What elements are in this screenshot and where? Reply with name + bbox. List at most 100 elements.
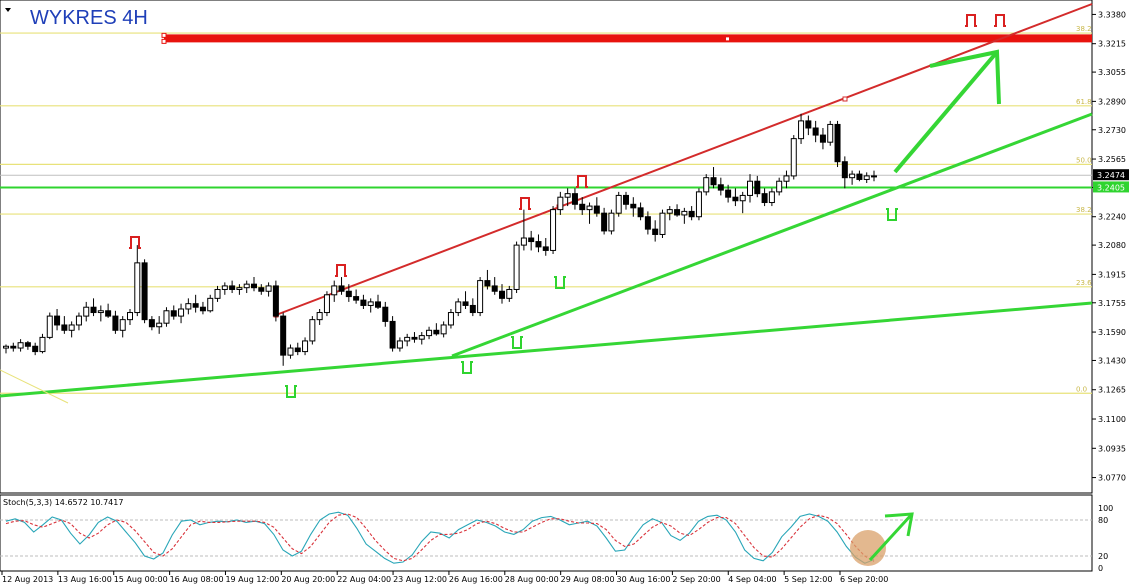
fractal-up-marker	[576, 175, 588, 188]
candle-bearish	[834, 123, 841, 163]
candle-bullish	[681, 210, 688, 216]
candle-bearish	[484, 280, 491, 287]
price-axis: 3.3380 3.3215 3.3055 3.2890 3.2730 3.2565 3.24…	[1092, 10, 1126, 483]
price-axis-label: 3.1755	[1098, 299, 1126, 308]
time-axis-label: 22 Aug 04:00	[337, 575, 391, 584]
collapse-arrow-icon[interactable]	[5, 8, 11, 12]
price-axis-label: 3.1590	[1098, 328, 1126, 337]
candle-bullish	[396, 340, 403, 349]
candle-bearish	[637, 207, 644, 218]
price-axis-label: 3.3055	[1098, 68, 1126, 77]
candle-bearish	[688, 210, 695, 218]
candle-bullish	[827, 123, 834, 143]
candle-bearish	[812, 127, 819, 136]
candle-bullish	[367, 301, 374, 306]
candle-bearish	[754, 180, 761, 195]
price-axis-label: 3.1265	[1098, 386, 1126, 395]
price-axis-label: 3.2080	[1098, 241, 1126, 250]
time-axis-label: 4 Sep 04:00	[728, 575, 776, 584]
candle-bearish	[856, 173, 863, 180]
candle-bullish	[798, 120, 805, 140]
candle-bearish	[353, 296, 360, 301]
candle-bearish	[623, 194, 629, 205]
candle-bullish	[447, 312, 454, 326]
short-support-trendline	[451, 112, 1093, 358]
candle-bullish	[404, 336, 411, 342]
support-price-tag-text: 3.2405	[1097, 183, 1125, 192]
candle-bullish	[703, 177, 710, 193]
candle-bullish	[747, 180, 753, 196]
price-axis-label: 3.1430	[1098, 356, 1126, 365]
candle-bearish	[674, 209, 681, 216]
candle-bullish	[849, 173, 856, 179]
time-axis-label: 5 Sep 12:00	[784, 575, 832, 584]
candle-bullish	[207, 297, 214, 312]
fractal-down-marker	[461, 361, 473, 374]
candle-bearish	[717, 184, 724, 191]
candle-bullish	[236, 287, 243, 290]
candle-bullish	[557, 196, 564, 211]
zone-anchor-handle	[161, 32, 167, 38]
candle-bullish	[695, 191, 702, 218]
candle-bullish	[550, 209, 557, 251]
candle-bearish	[411, 336, 418, 340]
fib-level-label: 38.2	[1076, 25, 1092, 33]
candle-bearish	[761, 193, 768, 204]
candle-bullish	[513, 244, 520, 290]
fractal-up-marker	[129, 236, 141, 249]
price-tags: 3.2474 3.2405	[1093, 169, 1129, 193]
candle-bearish	[805, 120, 812, 129]
time-axis-label: 13 Aug 16:00	[58, 575, 112, 584]
stochastic-axis: 100 80 20 0	[1098, 504, 1113, 573]
candle-bullish	[586, 205, 593, 211]
candle-bullish	[608, 212, 615, 232]
candle-bearish	[542, 246, 549, 251]
candle-bullish	[790, 138, 797, 177]
fractal-up-marker	[994, 14, 1006, 27]
candle-bullish	[331, 285, 338, 296]
fib-level-label: 50.0	[1076, 156, 1092, 164]
fib-level-label: 38.2	[1076, 206, 1092, 214]
candle-bearish	[499, 290, 505, 299]
candle-bullish	[323, 294, 330, 314]
candle-bullish	[265, 285, 272, 292]
candle-bearish	[61, 324, 68, 331]
candle-bullish	[564, 193, 571, 198]
time-axis-label: 15 Aug 00:00	[114, 575, 168, 584]
candle-bearish	[170, 310, 177, 317]
candle-bearish	[469, 304, 476, 314]
candle-bullish	[615, 194, 622, 214]
fractal-down-marker	[886, 208, 898, 221]
stochastic-signal-line	[5, 513, 875, 562]
candle-bullish	[418, 335, 425, 340]
candle-bullish	[134, 262, 141, 314]
candle-bearish	[192, 303, 199, 308]
zone-anchor-handle	[161, 38, 167, 44]
price-axis-label: 3.1100	[1098, 415, 1126, 424]
fractal-markers	[129, 14, 1006, 398]
time-axis: 12 Aug 2013 13 Aug 16:00 15 Aug 00:00 16 Au…	[1, 571, 888, 584]
stochastic-main-line	[5, 511, 875, 564]
price-axis-label: 3.2890	[1098, 97, 1126, 106]
time-axis-label: 30 Aug 16:00	[617, 575, 671, 584]
candle-bearish	[710, 177, 717, 186]
candle-bearish	[535, 241, 542, 248]
candle-bullish	[871, 175, 877, 178]
candle-bullish	[455, 301, 462, 314]
candle-bearish	[251, 283, 257, 289]
horizontal-lines	[0, 174, 1092, 189]
time-axis-label: 19 Aug 12:00	[225, 575, 279, 584]
candle-bearish	[112, 315, 119, 331]
candle-bullish	[185, 303, 192, 310]
candle-bearish	[338, 285, 345, 292]
candle-bearish	[462, 301, 469, 306]
upper-channel-line	[275, 3, 1093, 316]
candle-bearish	[54, 315, 61, 326]
candle-bearish	[148, 319, 155, 328]
support-price-tag	[1093, 181, 1129, 193]
trendlines	[0, 3, 1093, 404]
price-axis-label: 3.2565	[1098, 155, 1126, 164]
candle-bullish	[477, 280, 484, 314]
candle-bullish	[440, 324, 447, 335]
